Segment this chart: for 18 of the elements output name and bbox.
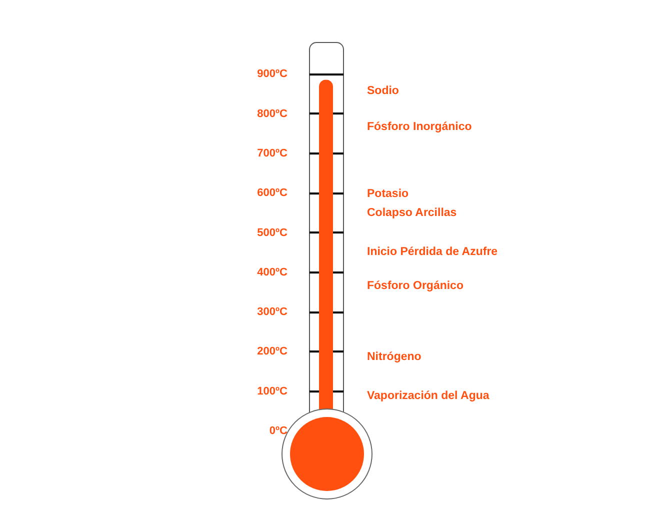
y-tick-label: 200ºC: [257, 346, 288, 358]
y-tick-label: 500ºC: [257, 226, 288, 239]
y-tick-label: 800ºC: [257, 108, 288, 120]
y-tick-label: 600ºC: [257, 187, 288, 200]
text: Vaporización del Agua: [367, 390, 490, 402]
y-tick-label: 100ºC: [257, 385, 288, 398]
text: Fósforo Orgánico: [367, 280, 464, 292]
y-tick-label: 400ºC: [257, 266, 288, 278]
y-tick-label: 0ºC: [269, 424, 288, 437]
text: Potasio: [367, 188, 409, 200]
text: Colapso Arcillas: [367, 207, 457, 219]
text: Fósforo Inorgánico: [367, 121, 472, 133]
y-tick-label: 900ºC: [257, 68, 288, 80]
text: Sodio: [367, 85, 399, 97]
text: Inicio Pérdida de Azufre: [367, 246, 498, 258]
y-tick-label: 300ºC: [257, 306, 288, 318]
text: Nitrógeno: [367, 351, 422, 363]
y-tick-label: 700ºC: [257, 147, 288, 160]
